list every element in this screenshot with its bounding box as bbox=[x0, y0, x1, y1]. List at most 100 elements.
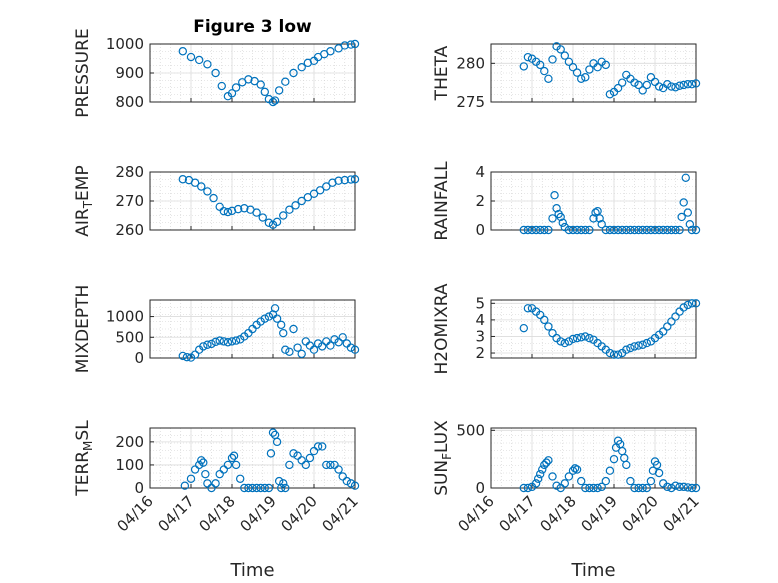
data-point bbox=[626, 225, 635, 235]
data-point bbox=[203, 187, 212, 196]
y-axis-label: SUNFLUX bbox=[432, 420, 454, 496]
data-point bbox=[634, 483, 643, 493]
data-point bbox=[223, 338, 233, 347]
data-point bbox=[326, 341, 335, 350]
data-point bbox=[305, 453, 315, 463]
data-point bbox=[691, 79, 701, 88]
data-point bbox=[346, 479, 356, 488]
data-point bbox=[577, 225, 586, 235]
x-tick-label: 04/16 bbox=[114, 492, 157, 535]
data-point bbox=[605, 90, 615, 99]
data-point bbox=[638, 225, 647, 235]
data-point bbox=[646, 225, 656, 235]
data-point bbox=[581, 483, 590, 493]
data-point bbox=[315, 186, 325, 195]
data-point bbox=[659, 327, 668, 336]
data-point bbox=[223, 460, 233, 470]
y-tick-label: 4 bbox=[475, 311, 485, 329]
data-point bbox=[650, 77, 660, 87]
data-point bbox=[605, 466, 615, 475]
data-point bbox=[572, 333, 582, 343]
data-point bbox=[318, 342, 327, 351]
data-point bbox=[197, 456, 206, 465]
data-point bbox=[683, 80, 693, 89]
data-point bbox=[605, 225, 615, 235]
data-point bbox=[675, 307, 684, 316]
data-point bbox=[683, 208, 693, 217]
data-point bbox=[322, 182, 331, 191]
data-point bbox=[626, 476, 635, 486]
data-point bbox=[340, 41, 349, 50]
data-point bbox=[548, 55, 557, 64]
data-point bbox=[677, 212, 686, 222]
y-tick-label: 200 bbox=[115, 433, 144, 451]
data-point bbox=[630, 483, 639, 493]
data-point bbox=[523, 304, 533, 313]
y-axis-label: THETA bbox=[432, 45, 452, 101]
data-point bbox=[270, 96, 280, 105]
data-point bbox=[322, 337, 331, 346]
data-point bbox=[264, 312, 274, 321]
data-point bbox=[634, 341, 643, 350]
data-point bbox=[301, 460, 310, 470]
data-point bbox=[223, 207, 233, 217]
data-point bbox=[548, 472, 557, 481]
data-point bbox=[346, 343, 356, 352]
data-point bbox=[281, 345, 290, 354]
data-point bbox=[178, 47, 187, 56]
data-point bbox=[217, 81, 226, 91]
data-point bbox=[663, 482, 672, 492]
data-point bbox=[252, 208, 261, 217]
data-point bbox=[613, 350, 623, 359]
data-point bbox=[231, 336, 241, 345]
data-point bbox=[309, 345, 319, 354]
data-point bbox=[519, 62, 529, 71]
data-point bbox=[207, 339, 216, 349]
data-point bbox=[199, 458, 208, 467]
data-point bbox=[556, 212, 565, 222]
data-point bbox=[564, 337, 574, 346]
data-point bbox=[618, 446, 627, 456]
data-point bbox=[642, 80, 652, 90]
data-point bbox=[540, 225, 549, 235]
data-point bbox=[618, 225, 627, 235]
data-point bbox=[659, 225, 668, 235]
data-point bbox=[572, 465, 582, 474]
data-point bbox=[605, 348, 615, 358]
data-point bbox=[675, 225, 684, 235]
data-point bbox=[186, 52, 196, 62]
y-axis-label: H2OMIXRA bbox=[432, 283, 452, 374]
data-point bbox=[548, 214, 557, 223]
data-point bbox=[675, 81, 684, 90]
data-point bbox=[235, 474, 245, 483]
x-axis-label: Time bbox=[570, 560, 615, 581]
y-tick-label: 280 bbox=[456, 54, 485, 72]
data-point bbox=[260, 314, 269, 323]
y-tick-label: 2 bbox=[475, 192, 485, 210]
data-point bbox=[326, 47, 335, 56]
data-point bbox=[293, 343, 302, 352]
data-point bbox=[667, 483, 676, 493]
data-point bbox=[687, 80, 697, 89]
y-tick-label: 900 bbox=[115, 64, 144, 82]
data-point bbox=[334, 338, 343, 347]
data-point bbox=[652, 460, 662, 470]
data-point bbox=[572, 225, 582, 235]
data-point bbox=[291, 201, 300, 210]
data-point bbox=[519, 483, 529, 493]
data-point bbox=[215, 336, 224, 345]
data-point bbox=[577, 333, 586, 342]
data-point bbox=[671, 83, 680, 92]
data-point bbox=[523, 52, 533, 62]
data-point bbox=[227, 89, 237, 98]
data-point bbox=[646, 73, 656, 82]
data-point bbox=[342, 476, 351, 486]
y-axis-label: RAINFALL bbox=[432, 161, 452, 241]
x-tick-label: 04/16 bbox=[455, 492, 498, 535]
data-point bbox=[297, 196, 306, 206]
data-point bbox=[279, 211, 288, 220]
data-point bbox=[556, 337, 565, 346]
data-point bbox=[227, 206, 237, 216]
x-tick-label: 04/20 bbox=[619, 492, 662, 535]
